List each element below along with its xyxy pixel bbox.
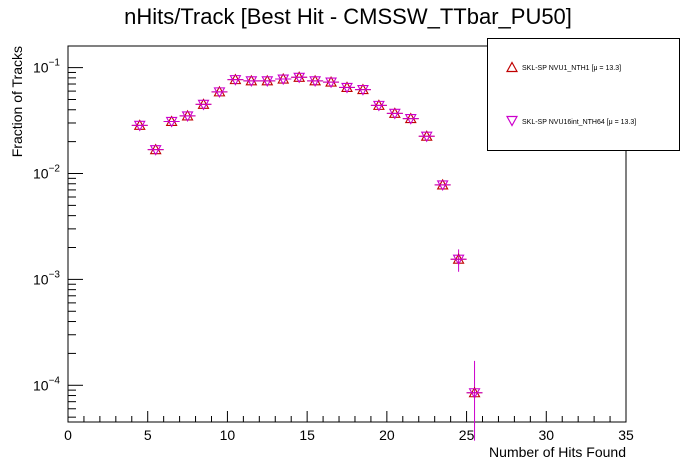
data-point-series-2 [261, 76, 274, 87]
data-point-series-2 [420, 131, 433, 143]
y-tick-label: 10−1 [33, 58, 60, 76]
data-point-series-2 [149, 145, 162, 156]
data-point-series-2 [309, 76, 322, 87]
data-point-series-2 [181, 111, 194, 123]
triangle-up-icon [506, 61, 518, 73]
data-point-series-2 [229, 75, 242, 86]
data-point-series-2 [357, 85, 369, 96]
data-point-series-2 [213, 87, 226, 99]
chart-title: nHits/Track [Best Hit - CMSSW_TTbar_PU50… [124, 4, 572, 29]
data-point-series-2 [325, 77, 337, 89]
data-point-series-2 [468, 388, 481, 399]
x-tick-label: 35 [618, 427, 634, 443]
data-point-series-2 [452, 254, 465, 266]
data-point-series-2 [245, 76, 258, 87]
data-point-series-2 [133, 120, 146, 132]
data-point-series-2 [388, 108, 401, 120]
y-tick-label: 10−3 [33, 269, 60, 287]
x-tick-label: 30 [538, 427, 554, 443]
x-tick-label: 25 [459, 427, 475, 443]
data-point-series-2 [293, 72, 306, 84]
data-point-series-2 [436, 180, 449, 192]
legend-label-series-1: SKL-SP NVU1_NTH1 [μ = 13.3] [522, 64, 622, 72]
x-tick-label: 0 [64, 427, 72, 443]
y-tick-label: 10−4 [33, 375, 60, 393]
plot-frame [67, 45, 627, 423]
y-tick-label: 10−2 [33, 164, 60, 182]
triangle-down-icon [506, 115, 518, 127]
data-point-series-2 [372, 100, 385, 112]
x-tick-label: 10 [220, 427, 236, 443]
x-axis-label: Number of Hits Found [489, 444, 626, 460]
x-tick-label: 5 [144, 427, 152, 443]
data-point-series-2 [341, 82, 353, 94]
legend: SKL-SP NVU1_NTH1 [μ = 13.3] SKL-SP NVU16… [487, 38, 680, 151]
y-axis-label: Fraction of Tracks [9, 46, 25, 157]
data-point-series-2 [197, 99, 210, 111]
x-tick-label: 15 [299, 427, 315, 443]
legend-label-series-2: SKL-SP NVU16int_NTH64 [μ = 13.3] [522, 118, 637, 126]
data-point-series-2 [277, 74, 290, 86]
data-point-series-2 [165, 116, 178, 128]
legend-entry-series-2: SKL-SP NVU16int_NTH64 [μ = 13.3] [506, 115, 636, 129]
x-tick-label: 20 [379, 427, 395, 443]
legend-entry-series-1: SKL-SP NVU1_NTH1 [μ = 13.3] [506, 61, 621, 75]
data-point-series-2 [404, 114, 417, 125]
